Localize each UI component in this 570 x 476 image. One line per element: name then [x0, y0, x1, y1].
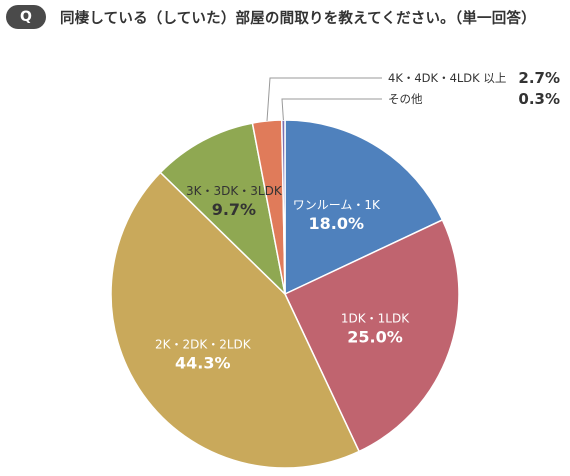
slice-value-label: 44.3% [175, 354, 231, 373]
slice-category-label: 4K・4DK・4LDK 以上 [388, 71, 506, 85]
leader-line [266, 77, 382, 121]
slice-category-label: ワンルーム・1K [293, 198, 381, 212]
pie-slice-3 [110, 171, 361, 469]
slice-value-label: 2.7% [518, 69, 560, 87]
slice-category-label: 2K・2DK・2LDK [155, 338, 252, 352]
slice-category-label: 3K・3DK・3LDK [186, 184, 283, 198]
question-badge: Q [6, 5, 46, 29]
question-text: 同棲している（していた）部屋の間取りを教えてください。（単一回答） [60, 10, 536, 27]
leader-line [281, 98, 382, 121]
slice-category-label: 1DK・1LDK [341, 311, 410, 325]
slice-value-label: 18.0% [309, 214, 365, 233]
slice-value-label: 9.7% [212, 200, 256, 219]
question-header: Q 同棲している（していた）部屋の間取りを教えてください。（単一回答） [0, 0, 570, 34]
pie-slice-1 [284, 119, 444, 296]
pie-slice-6 [280, 119, 286, 295]
pie-slice-2 [284, 218, 460, 453]
pie-slice-4 [159, 122, 287, 297]
slice-value-label: 25.0% [347, 327, 403, 346]
slice-category-label: その他 [388, 92, 423, 106]
slice-value-label: 0.3% [518, 90, 560, 108]
